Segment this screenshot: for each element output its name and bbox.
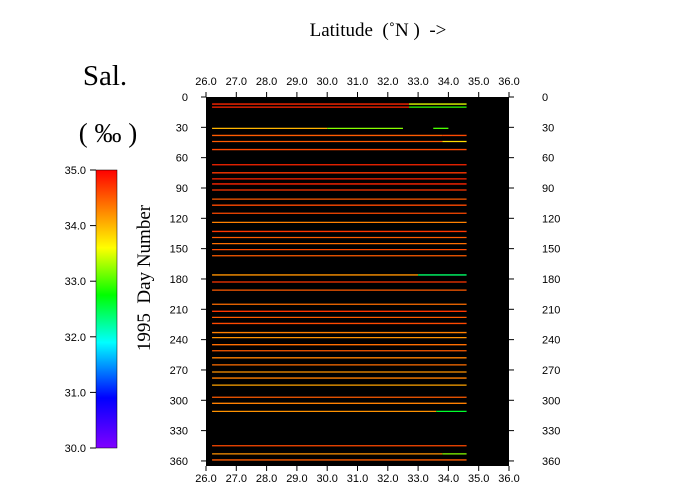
y-tick-label-right: 150 bbox=[542, 244, 560, 256]
colorbar-tick-label: 33.0 bbox=[65, 276, 86, 288]
axes: 26.0 26.0 27.0 27.0 28.0 28.0 29.0 29.0 30.0 30.0… bbox=[170, 76, 561, 485]
x-tick-label-bottom: 27.0 bbox=[226, 473, 247, 485]
colorbar-unit: ( ‰ ) bbox=[79, 118, 137, 148]
y-tick-label-right: 120 bbox=[542, 213, 560, 225]
y-tick-label-left: 210 bbox=[170, 304, 188, 316]
y-tick-label-left: 270 bbox=[170, 365, 188, 377]
y-tick-label-right: 90 bbox=[542, 183, 554, 195]
x-tick-label-bottom: 33.0 bbox=[407, 473, 428, 485]
colorbar bbox=[95, 169, 118, 449]
x-tick-label-bottom: 26.0 bbox=[195, 473, 216, 485]
x-tick-label-bottom: 29.0 bbox=[286, 473, 307, 485]
x-tick-label-top: 26.0 bbox=[195, 76, 216, 88]
chart-title: Sal. bbox=[83, 60, 127, 92]
x-tick-label-top: 34.0 bbox=[438, 76, 459, 88]
y-tick-label-left: 180 bbox=[170, 274, 188, 286]
x-tick-label-top: 29.0 bbox=[286, 76, 307, 88]
colorbar-tick-label: 30.0 bbox=[65, 443, 86, 455]
y-tick-label-right: 0 bbox=[542, 92, 548, 104]
x-tick-label-bottom: 28.0 bbox=[256, 473, 277, 485]
y-tick-label-left: 30 bbox=[176, 122, 188, 134]
colorbar-tick-label: 34.0 bbox=[65, 221, 86, 233]
y-tick-label-right: 300 bbox=[542, 395, 560, 407]
y-tick-label-left: 330 bbox=[170, 426, 188, 438]
colorbar-ticks: 35.0 34.0 33.0 32.0 31.0 30.0 bbox=[65, 165, 96, 455]
y-tick-label-right: 30 bbox=[542, 122, 554, 134]
x-axis-label: Latitude (˚N ) -> bbox=[310, 20, 447, 41]
x-tick-label-top: 32.0 bbox=[377, 76, 398, 88]
colorbar-tick-label: 32.0 bbox=[65, 332, 86, 344]
x-tick-label-top: 28.0 bbox=[256, 76, 277, 88]
y-tick-label-left: 60 bbox=[176, 153, 188, 165]
y-tick-label-right: 270 bbox=[542, 365, 560, 377]
y-tick-label-left: 360 bbox=[170, 456, 188, 468]
x-tick-label-top: 36.0 bbox=[498, 76, 519, 88]
x-tick-label-top: 27.0 bbox=[226, 76, 247, 88]
y-tick-label-left: 0 bbox=[182, 92, 188, 104]
x-tick-label-bottom: 32.0 bbox=[377, 473, 398, 485]
y-tick-label-left: 300 bbox=[170, 395, 188, 407]
x-tick-label-top: 30.0 bbox=[316, 76, 337, 88]
y-tick-label-left: 120 bbox=[170, 213, 188, 225]
y-tick-label-right: 60 bbox=[542, 153, 554, 165]
x-tick-label-bottom: 30.0 bbox=[316, 473, 337, 485]
transects bbox=[212, 103, 467, 461]
x-tick-label-top: 31.0 bbox=[347, 76, 368, 88]
y-tick-label-right: 360 bbox=[542, 456, 560, 468]
colorbar-tick-label: 35.0 bbox=[65, 165, 86, 177]
y-tick-label-right: 330 bbox=[542, 426, 560, 438]
y-tick-label-left: 90 bbox=[176, 183, 188, 195]
y-tick-label-right: 210 bbox=[542, 304, 560, 316]
x-tick-label-bottom: 31.0 bbox=[347, 473, 368, 485]
y-tick-label-left: 150 bbox=[170, 244, 188, 256]
x-tick-label-bottom: 36.0 bbox=[498, 473, 519, 485]
x-tick-label-top: 35.0 bbox=[468, 76, 489, 88]
y-tick-label-left: 240 bbox=[170, 335, 188, 347]
x-tick-label-bottom: 35.0 bbox=[468, 473, 489, 485]
y-tick-label-right: 240 bbox=[542, 335, 560, 347]
colorbar-tick-label: 31.0 bbox=[65, 387, 86, 399]
x-tick-label-top: 33.0 bbox=[407, 76, 428, 88]
y-axis-label: 1995 Day Number bbox=[134, 204, 155, 351]
y-tick-label-right: 180 bbox=[542, 274, 560, 286]
x-tick-label-bottom: 34.0 bbox=[438, 473, 459, 485]
